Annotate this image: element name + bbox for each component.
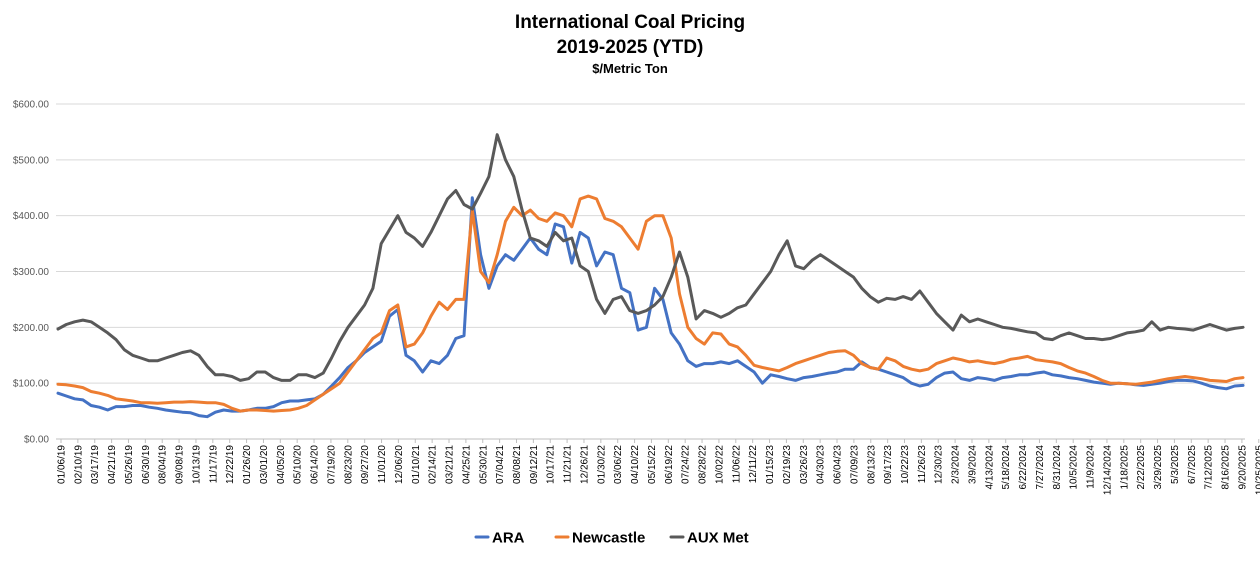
x-tick-label: 07/04/21 [495, 445, 506, 484]
y-tick-label: $400.00 [13, 211, 50, 222]
x-tick-label: 10/22/23 [900, 445, 911, 484]
x-tick-label: 12/06/20 [394, 445, 405, 484]
x-tick-label: 02/19/23 [782, 445, 793, 484]
y-tick-label: $300.00 [13, 267, 50, 278]
x-tick-label: 11/01/20 [377, 445, 388, 484]
series-line-aux-met [56, 133, 1245, 382]
x-tick-label: 10/5/2024 [1069, 445, 1080, 490]
x-tick-label: 10/25/2025 [1254, 445, 1260, 495]
x-tick-label: 04/10/22 [630, 445, 641, 484]
x-tick-label: 07/19/20 [326, 445, 337, 484]
legend: ARA Newcastle AUX Met [474, 530, 749, 547]
x-tick-label: 04/30/23 [816, 445, 827, 484]
x-tick-label: 08/28/22 [698, 445, 709, 484]
x-tick-label: 1/18/2025 [1119, 445, 1130, 490]
x-tick-label: 3/29/2025 [1153, 445, 1164, 490]
x-tick-label: 09/27/20 [360, 445, 371, 484]
x-tick-label: 7/12/2025 [1204, 445, 1215, 490]
gridlines [56, 103, 1245, 440]
axes: $0.00 $100.00 $200.00 $300.00 $400.00 $500.00… [13, 100, 1260, 496]
x-tick-label: 11/06/22 [731, 445, 742, 484]
x-tick-label: 6/22/2024 [1018, 445, 1029, 490]
x-tick-label: 01/30/22 [596, 445, 607, 484]
x-tick-label: 05/15/22 [647, 445, 658, 484]
x-tick-label: 10/17/21 [546, 445, 557, 484]
x-tick-label: 10/13/19 [191, 445, 202, 484]
x-tick-label: 12/22/19 [225, 445, 236, 484]
x-tick-label: 04/05/20 [276, 445, 287, 484]
x-tick-label: 5/3/2025 [1170, 445, 1181, 484]
x-tick-label: 05/10/20 [293, 445, 304, 484]
series-lines [56, 133, 1245, 419]
x-tick-label: 03/21/21 [445, 445, 456, 484]
x-tick-label: 06/19/22 [664, 445, 675, 484]
y-tick-label: $500.00 [13, 155, 50, 166]
x-tick-label: 9/20/2025 [1237, 445, 1248, 490]
x-tick-label: 01/10/21 [411, 445, 422, 484]
x-tick-label: 2/22/2025 [1136, 445, 1147, 490]
x-tick-label: 08/08/21 [512, 445, 523, 484]
x-tick-label: 4/13/2024 [984, 445, 995, 490]
y-tick-label: $200.00 [13, 323, 50, 334]
legend-label-newcastle: Newcastle [572, 530, 645, 547]
x-tick-label: 8/16/2025 [1221, 445, 1232, 490]
x-tick-label: 09/08/19 [175, 445, 186, 484]
x-tick-label: 11/9/2024 [1086, 445, 1097, 489]
x-tick-label: 6/7/2025 [1187, 445, 1198, 484]
x-tick-label: 06/30/19 [141, 445, 152, 484]
x-tick-label: 01/26/20 [242, 445, 253, 484]
x-tick-label: 03/17/19 [90, 445, 101, 484]
chart-title: International Coal Pricing [514, 12, 746, 33]
y-tick-label: $100.00 [13, 379, 50, 390]
y-tick-label: $0.00 [24, 435, 49, 446]
x-tick-label: 5/18/2024 [1001, 445, 1012, 490]
x-tick-label: 08/23/20 [343, 445, 354, 484]
x-tick-label: 12/11/22 [748, 445, 759, 484]
legend-label-ara: ARA [492, 530, 525, 547]
x-tick-label: 11/17/19 [208, 445, 219, 484]
x-tick-label: 08/13/23 [866, 445, 877, 484]
legend-label-aux-met: AUX Met [687, 530, 749, 547]
x-tick-label: 06/04/23 [833, 445, 844, 484]
x-tick-label: 03/01/20 [259, 445, 270, 484]
x-tick-label: 06/14/20 [310, 445, 321, 484]
x-tick-label: 08/04/19 [158, 445, 169, 484]
x-tick-label: 02/14/21 [428, 445, 439, 484]
x-tick-label: 12/26/21 [579, 445, 590, 484]
series-line-newcastle [56, 194, 1245, 413]
x-tick-label: 12/30/23 [934, 445, 945, 484]
x-tick-label: 2/3/2024 [951, 445, 962, 484]
x-tick-label: 04/21/19 [107, 445, 118, 484]
x-tick-label: 05/26/19 [124, 445, 135, 484]
x-tick-label: 11/26/23 [917, 445, 928, 484]
x-tick-label: 3/9/2024 [967, 445, 978, 484]
x-tick-label: 09/17/23 [883, 445, 894, 484]
x-tick-label: 02/10/19 [73, 445, 84, 484]
x-tick-label: 7/27/2024 [1035, 445, 1046, 490]
y-tick-label: $600.00 [13, 100, 50, 111]
x-tick-label: 09/12/21 [529, 445, 540, 484]
x-tick-label: 03/26/23 [799, 445, 810, 484]
x-tick-label: 01/06/19 [57, 445, 68, 484]
title-block: International Coal Pricing 2019-2025 (YT… [0, 10, 1260, 78]
x-tick-label: 07/24/22 [681, 445, 692, 484]
x-tick-label: 11/21/21 [563, 445, 574, 484]
x-tick-label: 8/31/2024 [1052, 445, 1063, 490]
chart-unit-label: $/Metric Ton [592, 61, 668, 76]
x-tick-label: 12/14/2024 [1102, 445, 1113, 495]
x-tick-label: 04/25/21 [461, 445, 472, 484]
chart-subtitle: 2019-2025 (YTD) [556, 37, 704, 58]
x-tick-label: 05/30/21 [478, 445, 489, 484]
x-tick-label: 03/06/22 [613, 445, 624, 484]
x-tick-label: 07/09/23 [849, 445, 860, 484]
x-tick-label: 01/15/23 [765, 445, 776, 484]
x-tick-label: 10/02/22 [714, 445, 725, 484]
